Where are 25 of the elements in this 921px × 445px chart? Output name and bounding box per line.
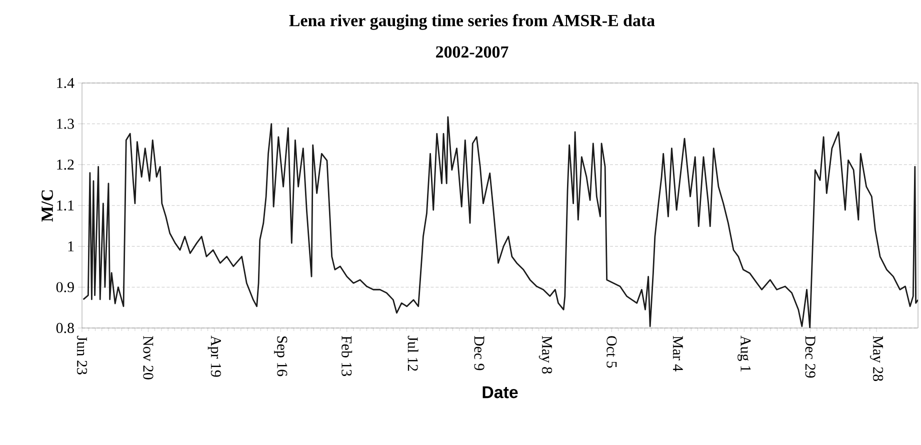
chart-subtitle: 2002-2007	[436, 46, 508, 58]
x-tick-label: Oct 5	[606, 336, 617, 368]
x-tick-label: Jun 23	[76, 336, 88, 374]
x-axis-title: Date	[482, 386, 518, 398]
y-tick-label: 0.9	[56, 282, 74, 292]
chart-title: Lena river gauging time series from AMSR-E data	[289, 14, 655, 30]
y-tick-label: 1.4	[57, 78, 74, 88]
y-tick-label: 1	[68, 241, 74, 252]
y-tick-label: 1.1	[57, 200, 74, 211]
x-tick-label: Dec 9	[474, 336, 484, 370]
line-series	[82, 116, 918, 328]
x-tick-label: Apr 19	[208, 336, 221, 377]
x-tick-label: Jul 12	[408, 336, 418, 371]
x-tick-label: Aug 1	[738, 336, 751, 372]
y-axis-title: M/C	[42, 190, 53, 222]
x-tick-label: Nov 20	[143, 336, 154, 380]
y-tick-label: 1.3	[57, 118, 74, 129]
x-tick-label: Dec 29	[805, 336, 816, 378]
x-tick-label: May 8	[538, 336, 552, 374]
x-tick-label: May 28	[870, 336, 884, 381]
y-tick-label: 1.2	[57, 160, 74, 170]
x-tick-label: Feb 13	[342, 336, 352, 376]
y-tick-label: 0.8	[56, 322, 74, 334]
x-tick-label: Mar 4	[672, 336, 683, 372]
x-tick-label: Sep 16	[274, 336, 288, 376]
